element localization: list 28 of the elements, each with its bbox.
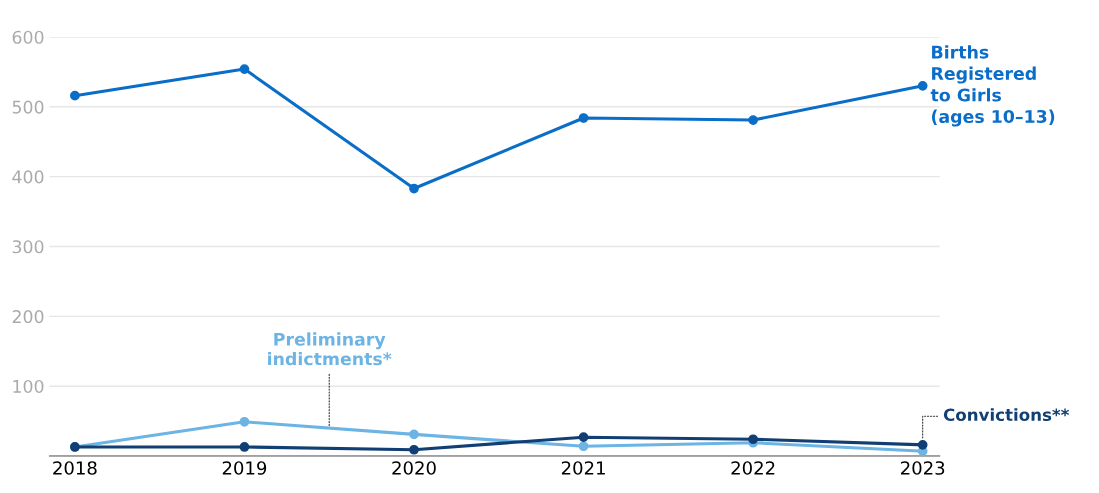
point (239, 64, 250, 74)
point (578, 441, 589, 452)
point (917, 81, 928, 91)
x-tick-label: 2021 (561, 461, 605, 475)
x-tick-label: 2023 (901, 461, 945, 475)
point (409, 183, 419, 194)
y-tick-label: 500 (12, 100, 44, 114)
series-label: Births Registered to Girls (ages 10–13) (930, 45, 1055, 127)
series-label: Convictions** (943, 408, 1070, 422)
point (239, 442, 250, 452)
x-tick-label: 2022 (731, 461, 775, 475)
point (748, 115, 758, 125)
text: Preliminary indictments* (268, 332, 392, 366)
point (70, 90, 80, 101)
point (239, 416, 250, 427)
point (917, 439, 928, 450)
point (409, 429, 419, 440)
point (578, 113, 589, 123)
y-tick-label: 100 (13, 379, 44, 394)
x-tick-label: 2019 (222, 461, 267, 475)
y-tick-label: 300 (12, 240, 44, 254)
y-tick-label: 400 (12, 170, 44, 184)
y-tick-label: 600 (12, 30, 44, 44)
x-tick-label: 2020 (392, 461, 436, 475)
point (578, 432, 589, 443)
point (409, 444, 419, 455)
x-tick-label: 2018 (53, 461, 97, 475)
y-tick-label: 200 (12, 310, 44, 324)
